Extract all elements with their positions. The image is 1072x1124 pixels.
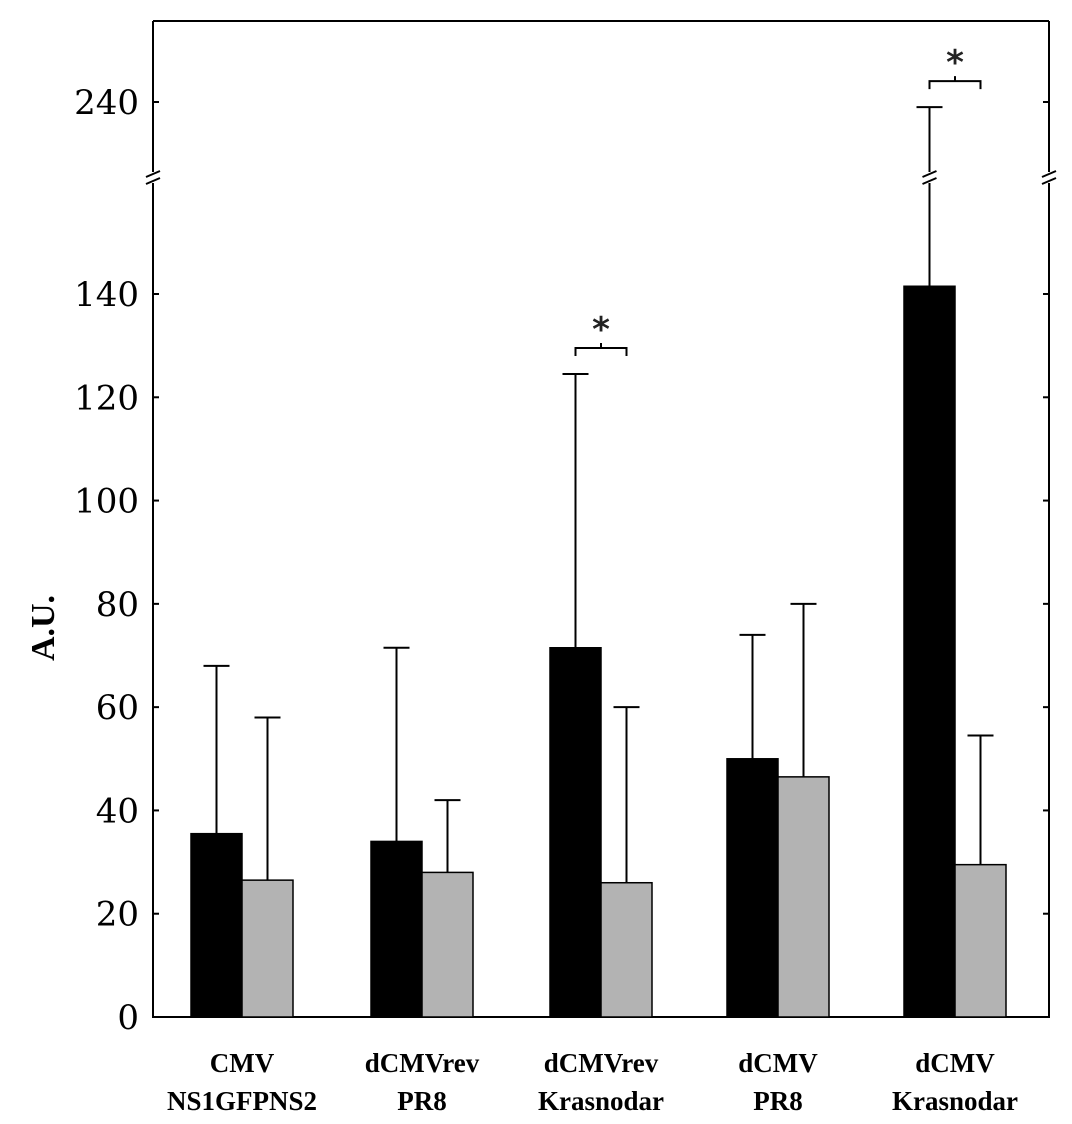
bar-series-1 <box>370 840 423 1018</box>
y-tick-label: 0 <box>117 998 139 1038</box>
y-tick-label: 40 <box>96 791 139 831</box>
y-tick-label: 80 <box>96 585 139 625</box>
x-category-label-line2: PR8 <box>753 1086 803 1116</box>
x-category-label-line2: Krasnodar <box>892 1086 1018 1116</box>
bar-series-2 <box>600 881 653 1018</box>
bars <box>190 285 1007 1018</box>
y-tick-label: 240 <box>74 83 139 123</box>
y-tick-label: 60 <box>96 688 139 728</box>
bar-series-1 <box>903 285 956 1018</box>
x-category-label-line1: dCMVrev <box>544 1048 659 1078</box>
y-tick-label: 120 <box>74 378 139 418</box>
y-ticks: 0 20 40 60 80 100 120 140 240 <box>74 83 1049 1038</box>
x-category-label-line2: NS1GFPNS2 <box>167 1086 317 1116</box>
x-category-label-line2: Krasnodar <box>538 1086 664 1116</box>
y-tick-label: 20 <box>96 895 139 935</box>
significance-bracket <box>928 76 982 90</box>
axis-break-mark <box>145 170 161 185</box>
bar-series-1 <box>549 647 602 1018</box>
bar-series-2 <box>777 776 830 1018</box>
x-category-label-line1: dCMV <box>738 1048 818 1078</box>
bar-series-2 <box>241 879 294 1018</box>
axis-break-mark <box>1041 170 1057 185</box>
significance-markers: ** <box>574 43 982 357</box>
significance-bracket <box>574 343 628 357</box>
bar-series-1 <box>726 758 779 1018</box>
x-category-label-line1: dCMV <box>915 1048 995 1078</box>
bar-series-2 <box>421 871 474 1018</box>
error-bars <box>203 106 994 883</box>
bar-series-1 <box>190 832 243 1018</box>
x-category-label-line1: CMV <box>210 1048 275 1078</box>
bar-series-2 <box>954 863 1007 1018</box>
x-category-label-line2: PR8 <box>397 1086 447 1116</box>
significance-asterisk: * <box>592 310 610 350</box>
significance-asterisk: * <box>946 43 964 83</box>
x-category-labels: CMV NS1GFPNS2 dCMVrev PR8 dCMVrev Krasnodar dC… <box>167 1048 1018 1116</box>
y-tick-label: 100 <box>74 482 139 522</box>
error-break-mark <box>922 170 937 185</box>
axes <box>145 20 1057 1018</box>
x-category-label-line1: dCMVrev <box>365 1048 480 1078</box>
y-axis-title: A.U. <box>25 595 62 661</box>
y-tick-label: 140 <box>74 275 139 315</box>
